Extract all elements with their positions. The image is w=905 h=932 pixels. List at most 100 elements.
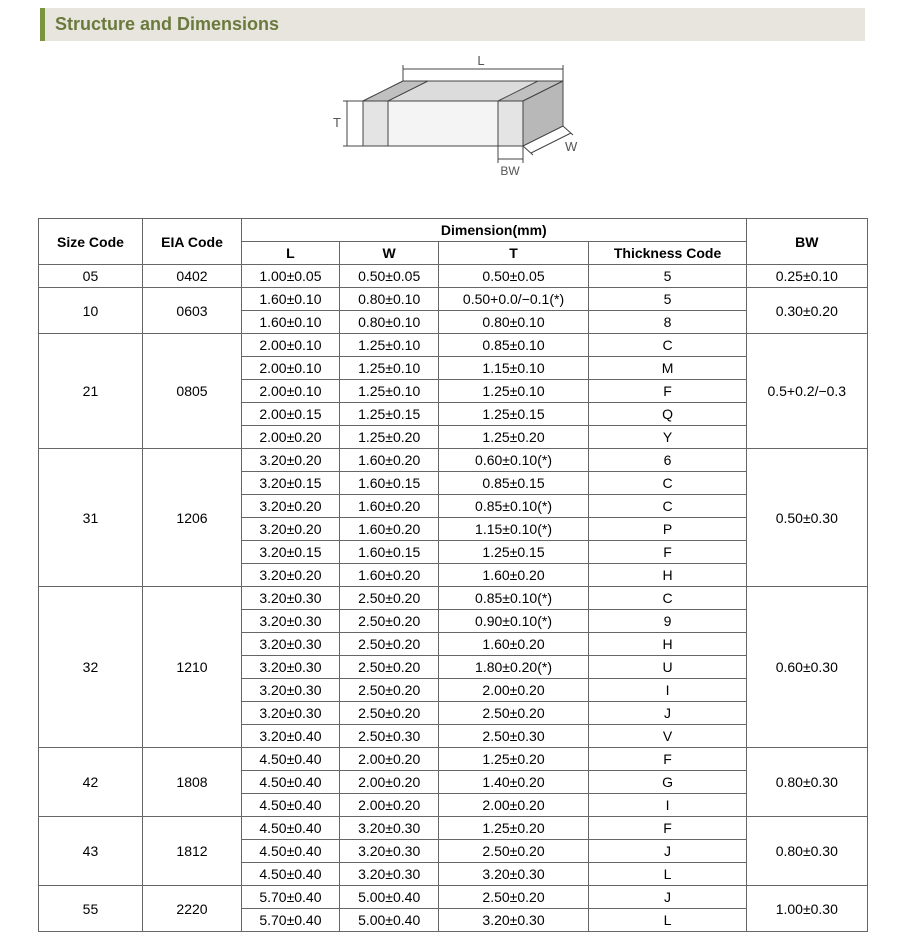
diagram-label-bw: BW <box>500 164 520 178</box>
cell-w: 2.50±0.20 <box>340 633 439 656</box>
cell-t: 0.60±0.10(*) <box>439 449 589 472</box>
cell-thickness-code: P <box>589 518 747 541</box>
cell-bw: 0.50±0.30 <box>747 449 867 587</box>
cell-w: 0.80±0.10 <box>340 311 439 334</box>
cell-thickness-code: F <box>589 541 747 564</box>
cell-w: 1.25±0.10 <box>340 334 439 357</box>
col-bw: BW <box>747 219 867 265</box>
cell-l: 3.20±0.30 <box>241 587 340 610</box>
col-w: W <box>340 242 439 265</box>
cell-eia-code: 0805 <box>143 334 241 449</box>
cell-t: 2.50±0.20 <box>439 840 589 863</box>
cell-bw: 1.00±0.30 <box>747 886 867 932</box>
cell-thickness-code: L <box>589 909 747 932</box>
cell-size-code: 55 <box>38 886 143 932</box>
col-dimension: Dimension(mm) <box>241 219 747 242</box>
cell-l: 3.20±0.15 <box>241 472 340 495</box>
cell-eia-code: 1210 <box>143 587 241 748</box>
cell-w: 2.50±0.20 <box>340 702 439 725</box>
cell-thickness-code: V <box>589 725 747 748</box>
cell-w: 2.50±0.20 <box>340 679 439 702</box>
cell-thickness-code: C <box>589 334 747 357</box>
cell-thickness-code: C <box>589 472 747 495</box>
cell-thickness-code: Y <box>589 426 747 449</box>
cell-l: 2.00±0.10 <box>241 380 340 403</box>
cell-thickness-code: 8 <box>589 311 747 334</box>
cell-l: 1.60±0.10 <box>241 311 340 334</box>
cell-w: 1.25±0.20 <box>340 426 439 449</box>
cell-thickness-code: Q <box>589 403 747 426</box>
cell-w: 1.25±0.15 <box>340 403 439 426</box>
cell-bw: 0.5+0.2/−0.3 <box>747 334 867 449</box>
cell-t: 0.80±0.10 <box>439 311 589 334</box>
diagram-label-l: L <box>477 53 484 68</box>
cell-thickness-code: 5 <box>589 265 747 288</box>
cell-thickness-code: F <box>589 817 747 840</box>
cell-thickness-code: M <box>589 357 747 380</box>
cell-thickness-code: C <box>589 587 747 610</box>
cell-w: 5.00±0.40 <box>340 886 439 909</box>
diagram-label-t: T <box>333 115 341 130</box>
col-eia-code: EIA Code <box>143 219 241 265</box>
cell-thickness-code: H <box>589 633 747 656</box>
cell-t: 1.80±0.20(*) <box>439 656 589 679</box>
cell-t: 1.15±0.10(*) <box>439 518 589 541</box>
cell-l: 2.00±0.10 <box>241 357 340 380</box>
cell-thickness-code: F <box>589 748 747 771</box>
cell-t: 0.50+0.0/−0.1(*) <box>439 288 589 311</box>
col-size-code: Size Code <box>38 219 143 265</box>
cell-t: 0.85±0.10 <box>439 334 589 357</box>
col-t: T <box>439 242 589 265</box>
cell-l: 1.00±0.05 <box>241 265 340 288</box>
cell-t: 2.50±0.20 <box>439 702 589 725</box>
cell-thickness-code: H <box>589 564 747 587</box>
cell-bw: 0.60±0.30 <box>747 587 867 748</box>
dimensions-table: Size Code EIA Code Dimension(mm) BW L W … <box>38 218 868 932</box>
cell-bw: 0.80±0.30 <box>747 817 867 886</box>
cell-eia-code: 2220 <box>143 886 241 932</box>
cell-l: 4.50±0.40 <box>241 840 340 863</box>
cell-thickness-code: J <box>589 702 747 725</box>
cell-w: 2.50±0.20 <box>340 610 439 633</box>
cell-l: 3.20±0.20 <box>241 564 340 587</box>
cell-thickness-code: C <box>589 495 747 518</box>
cell-t: 1.25±0.20 <box>439 426 589 449</box>
table-row: 3112063.20±0.201.60±0.200.60±0.10(*)60.5… <box>38 449 867 472</box>
cell-thickness-code: I <box>589 679 747 702</box>
cell-t: 3.20±0.30 <box>439 863 589 886</box>
cell-bw: 0.30±0.20 <box>747 288 867 334</box>
cell-w: 1.60±0.15 <box>340 472 439 495</box>
cell-size-code: 43 <box>38 817 143 886</box>
cell-w: 2.00±0.20 <box>340 771 439 794</box>
cell-l: 5.70±0.40 <box>241 909 340 932</box>
cell-t: 1.15±0.10 <box>439 357 589 380</box>
table-row: 5522205.70±0.405.00±0.402.50±0.20J1.00±0… <box>38 886 867 909</box>
table-row: 2108052.00±0.101.25±0.100.85±0.10C0.5+0.… <box>38 334 867 357</box>
cell-w: 3.20±0.30 <box>340 863 439 886</box>
cell-thickness-code: U <box>589 656 747 679</box>
table-row: 4318124.50±0.403.20±0.301.25±0.20F0.80±0… <box>38 817 867 840</box>
cell-l: 3.20±0.20 <box>241 495 340 518</box>
cell-t: 0.50±0.05 <box>439 265 589 288</box>
cell-t: 1.60±0.20 <box>439 633 589 656</box>
cell-t: 2.50±0.20 <box>439 886 589 909</box>
cell-thickness-code: 9 <box>589 610 747 633</box>
cell-l: 4.50±0.40 <box>241 794 340 817</box>
col-l: L <box>241 242 340 265</box>
cell-l: 3.20±0.15 <box>241 541 340 564</box>
cell-l: 3.20±0.40 <box>241 725 340 748</box>
cell-w: 5.00±0.40 <box>340 909 439 932</box>
cell-t: 1.25±0.10 <box>439 380 589 403</box>
cell-w: 3.20±0.30 <box>340 840 439 863</box>
cell-l: 3.20±0.30 <box>241 633 340 656</box>
cell-l: 2.00±0.15 <box>241 403 340 426</box>
table-row: 0504021.00±0.050.50±0.050.50±0.0550.25±0… <box>38 265 867 288</box>
cell-l: 3.20±0.20 <box>241 449 340 472</box>
cell-t: 1.40±0.20 <box>439 771 589 794</box>
table-body: 0504021.00±0.050.50±0.050.50±0.0550.25±0… <box>38 265 867 932</box>
section-title-bar: Structure and Dimensions <box>40 8 865 41</box>
cell-w: 1.60±0.20 <box>340 495 439 518</box>
cell-thickness-code: 5 <box>589 288 747 311</box>
cell-t: 1.25±0.20 <box>439 748 589 771</box>
cell-size-code: 05 <box>38 265 143 288</box>
